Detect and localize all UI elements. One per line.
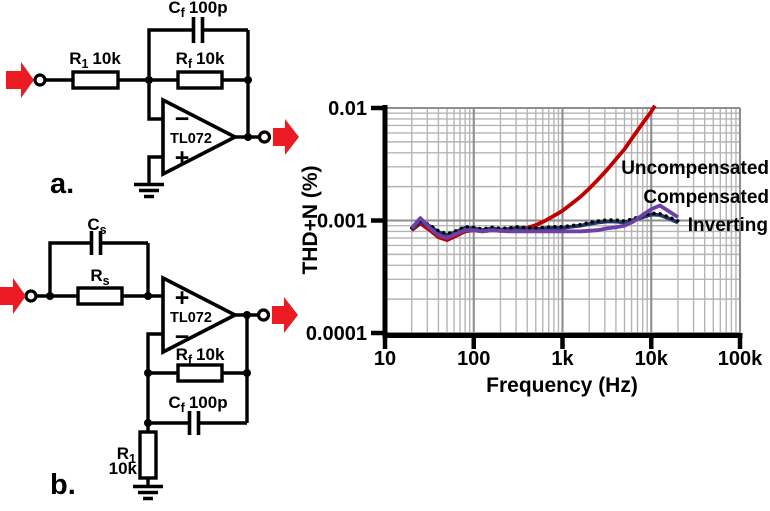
chart-curves xyxy=(410,105,680,243)
opamp-a-minus-input-label: − xyxy=(175,105,190,133)
curve-inverting-dotted-overlay- xyxy=(410,211,680,236)
x-tick-label-100k: 100k xyxy=(718,348,763,370)
resistor-rf-b xyxy=(176,363,224,383)
resistor-r1-a-label: R1 10k xyxy=(69,49,121,71)
junction-dot xyxy=(243,311,251,319)
circuit-a: Cf 100p R1 10k Rf 10k − TL072 + a. xyxy=(6,0,299,200)
input-arrow-a xyxy=(6,62,34,98)
input-terminal-b xyxy=(24,289,38,303)
series-label-uncompensated: Uncompensated xyxy=(621,158,769,179)
junction-dot xyxy=(243,369,251,377)
resistor-r1-a xyxy=(71,70,120,90)
input-arrow-b xyxy=(0,278,26,314)
output-arrow-b xyxy=(272,297,298,333)
x-axis-title: Frequency (Hz) xyxy=(486,374,638,397)
resistor-rs-b xyxy=(76,286,124,306)
junction-dot xyxy=(144,292,152,300)
junction-dot xyxy=(144,419,152,427)
input-terminal-a xyxy=(33,73,47,87)
resistor-r1-b-value: 10k xyxy=(109,459,138,478)
chart-text: 0.01 0.001 0.0001 10 100 1k 10k 100k Frequency (… xyxy=(299,98,763,397)
capacitor-cf-a-label: Cf 100p xyxy=(168,0,227,20)
junction-dot xyxy=(244,76,252,84)
capacitor-cf-b xyxy=(187,411,201,435)
chart-series-labels: Uncompensated Compensated Inverting xyxy=(621,158,769,236)
x-tick-label-10: 10 xyxy=(374,348,396,370)
resistor-rs-b-label: Rs xyxy=(90,266,109,288)
series-label-compensated: Compensated xyxy=(643,187,769,208)
x-tick-label-1k: 1k xyxy=(551,348,574,370)
opamp-b xyxy=(161,275,239,355)
junction-dot xyxy=(46,292,54,300)
resistor-rf-b-label: Rf 10k xyxy=(176,345,225,367)
thdn-chart: 0.01 0.001 0.0001 10 100 1k 10k 100k Frequency (… xyxy=(299,98,769,397)
chart-grid xyxy=(383,106,742,335)
chart-axes xyxy=(371,105,743,349)
opamp-b-minus-input-label: − xyxy=(175,323,190,351)
x-tick-label-100: 100 xyxy=(457,348,490,370)
y-tick-label-0.001: 0.001 xyxy=(317,211,367,233)
resistor-rf-a-label: Rf 10k xyxy=(176,49,225,71)
circuit-b-letter: b. xyxy=(50,469,76,501)
series-label-inverting: Inverting xyxy=(688,215,768,236)
y-tick-label-0.0001: 0.0001 xyxy=(306,323,367,345)
junction-dot xyxy=(144,369,152,377)
opamp-b-plus-input-label: + xyxy=(175,284,190,312)
y-axis-title: THD+N (%) xyxy=(299,165,322,274)
junction-dot xyxy=(145,76,153,84)
capacitor-cs-b-label: Cs xyxy=(87,215,106,237)
opamp-a xyxy=(161,97,239,177)
resistor-r1-b xyxy=(138,430,158,480)
capacitor-cf-b-label: Cf 100p xyxy=(168,393,227,415)
x-tick-label-10k: 10k xyxy=(635,348,669,370)
y-tick-label-0.01: 0.01 xyxy=(328,98,367,120)
junction-dot xyxy=(244,133,252,141)
output-arrow-a xyxy=(273,119,299,155)
opamp-a-part-label: TL072 xyxy=(170,131,212,147)
curve-compensated xyxy=(410,203,680,240)
resistor-r1-b-label: R1 xyxy=(117,444,136,466)
resistor-rf-a xyxy=(176,70,224,90)
output-terminal-a xyxy=(257,130,272,144)
ground-symbol-a xyxy=(134,182,164,199)
output-terminal-b xyxy=(256,308,271,322)
capacitor-cs-b xyxy=(89,231,103,255)
capacitor-cf-a xyxy=(191,17,205,43)
circuit-a-letter: a. xyxy=(50,168,74,200)
opamp-b-part-label: TL072 xyxy=(170,310,212,326)
opamp-a-plus-input-label: + xyxy=(175,144,190,172)
ground-symbol-b xyxy=(133,484,163,501)
circuit-b: Cs Rs Rf 10k Cf 100p R1 10k + TL072 − b. xyxy=(0,215,298,501)
